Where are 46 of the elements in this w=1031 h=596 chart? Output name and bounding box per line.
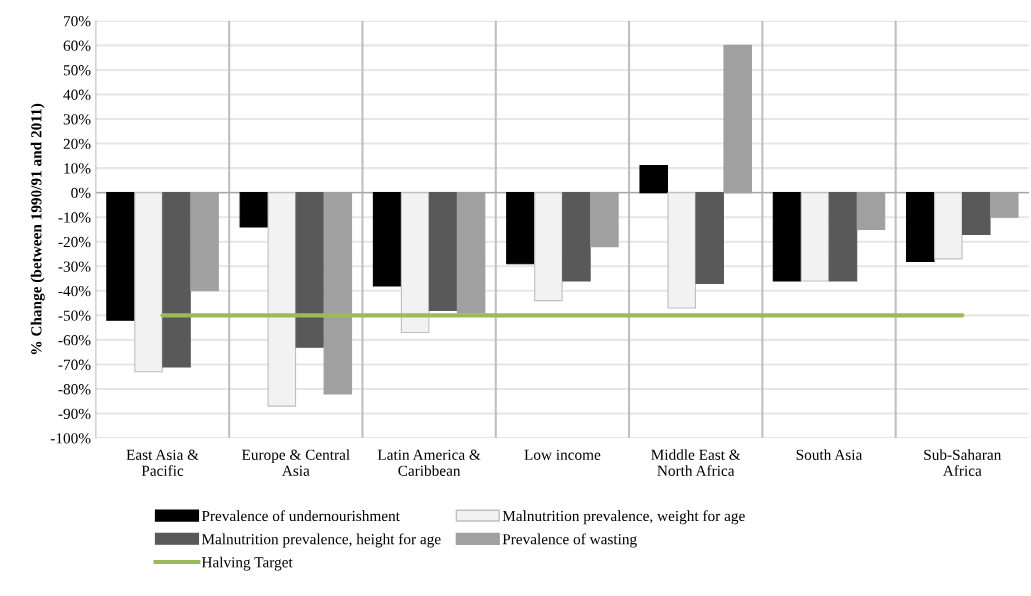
- bar: [962, 192, 991, 235]
- y-tick-label: -20%: [58, 236, 91, 248]
- bar: [506, 192, 535, 265]
- bar: [906, 192, 935, 262]
- legend-label: Prevalence of undernourishment: [201, 510, 400, 522]
- x-tick-label: Middle East & North Africa: [651, 449, 741, 476]
- y-tick-label: -60%: [58, 335, 91, 346]
- y-tick-label: 40%: [63, 89, 91, 100]
- bar: [772, 192, 802, 282]
- y-tick-label: -80%: [58, 384, 91, 395]
- bar: [800, 192, 830, 282]
- bar: [562, 192, 591, 282]
- y-tick-label: -50%: [58, 310, 91, 321]
- x-tick-label: South Asia: [796, 449, 863, 460]
- bar: [239, 192, 269, 228]
- x-tick-label: Low income: [524, 449, 601, 460]
- y-tick-label: -100%: [50, 433, 91, 444]
- bar: [828, 192, 858, 282]
- bar: [106, 192, 135, 321]
- bar: [372, 192, 402, 287]
- y-tick-label: 20%: [63, 138, 91, 150]
- bar: [695, 192, 724, 285]
- x-tick-label: Sub-Saharan Africa: [924, 449, 1002, 476]
- legend-label: Halving Target: [201, 556, 293, 571]
- y-tick-label: -30%: [58, 261, 91, 272]
- y-tick-label: 30%: [63, 114, 91, 125]
- y-tick-label: 50%: [63, 65, 91, 76]
- y-tick-label: -70%: [58, 359, 91, 370]
- x-tick-label: East Asia & Pacific: [126, 449, 199, 476]
- bar: [639, 165, 668, 194]
- y-tick-label: 0%: [71, 187, 91, 199]
- y-tick-label: 60%: [63, 40, 91, 51]
- legend-label: Malnutrition prevalence, weight for age: [502, 510, 745, 525]
- legend-label: Malnutrition prevalence, height for age: [201, 533, 441, 548]
- x-tick-label: Europe & Central Asia: [241, 449, 350, 476]
- y-tick-label: -40%: [58, 285, 91, 297]
- y-tick-label: -10%: [58, 212, 91, 223]
- x-tick-label: Latin America & Caribbean: [377, 449, 481, 476]
- legend-label: Prevalence of wasting: [502, 533, 637, 548]
- y-tick-label: 10%: [64, 163, 91, 174]
- bar: [428, 192, 458, 312]
- bar: [162, 192, 191, 368]
- y-tick-label: -90%: [58, 408, 91, 420]
- y-axis-title: % Change (between 1990/91 and 2011): [30, 103, 45, 355]
- bar: [295, 192, 325, 348]
- y-tick-label: 70%: [64, 16, 91, 27]
